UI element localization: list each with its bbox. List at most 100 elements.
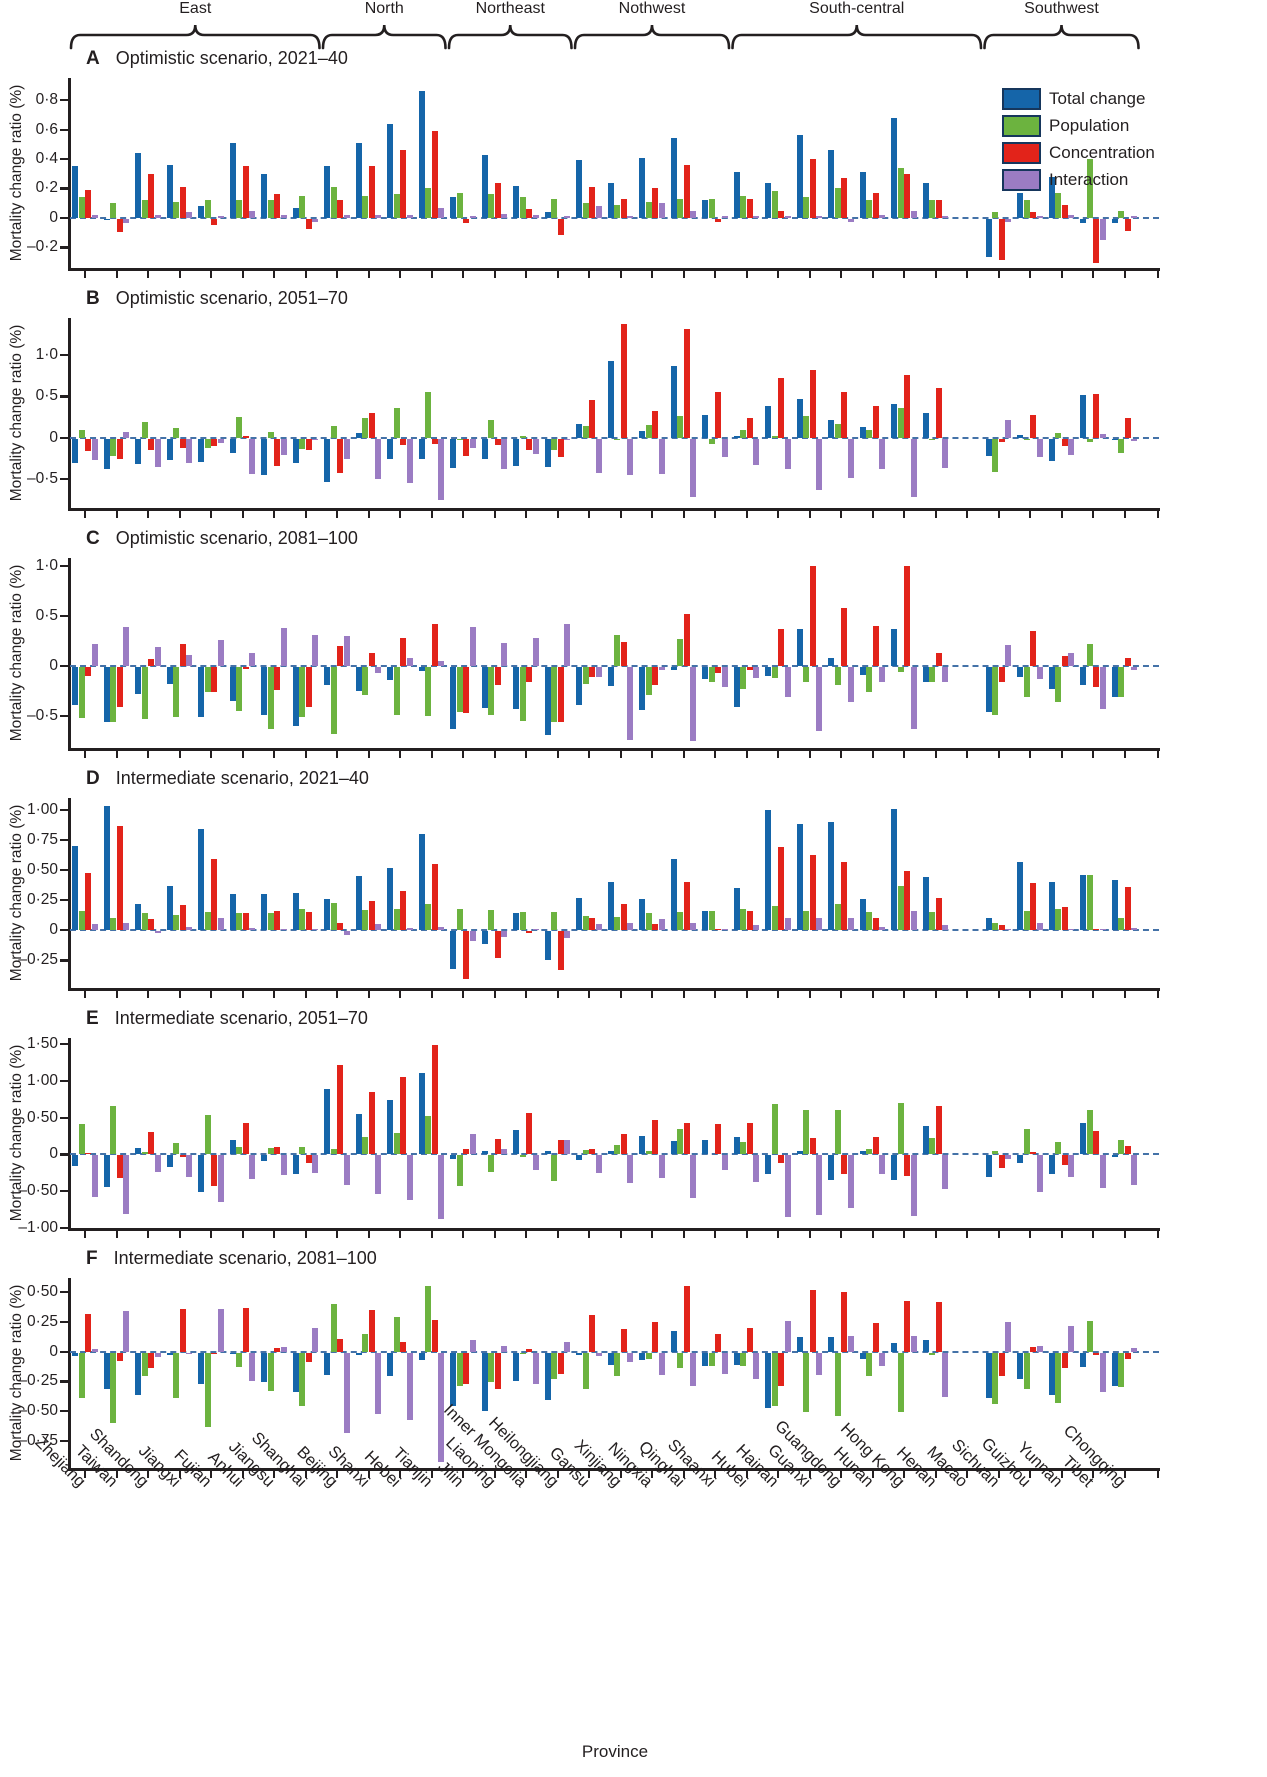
bar-concentration: [998, 1352, 1005, 1377]
bar-population: [330, 1149, 337, 1155]
bar-total-change: [72, 1352, 78, 1357]
bar-interaction: [658, 1155, 665, 1179]
bar-total-change: [765, 1352, 771, 1409]
bar-interaction: [217, 918, 224, 931]
bar-total-change: [135, 153, 141, 218]
x-tick: [462, 990, 464, 998]
bar-concentration: [1093, 1130, 1099, 1155]
x-tick: [493, 990, 496, 998]
bar-population: [1023, 911, 1030, 931]
bar-interaction: [501, 1345, 507, 1352]
legend-label: Population: [1049, 116, 1130, 135]
bar-concentration: [998, 667, 1005, 682]
x-tick: [147, 750, 149, 758]
bar-population: [236, 913, 242, 931]
bar-population: [488, 1155, 494, 1173]
bar-concentration: [368, 1310, 375, 1352]
bar-interaction: [438, 661, 444, 666]
x-tick: [1123, 1230, 1126, 1238]
bar-population: [1118, 667, 1124, 697]
x-tick: [1123, 270, 1126, 278]
bar-total-change: [324, 166, 330, 218]
y-tick-label: 1·50: [26, 1034, 58, 1052]
region-brackets: [69, 24, 1140, 50]
x-tick: [1060, 1470, 1063, 1478]
y-tick: [60, 1079, 68, 1082]
bar-total-change: [72, 667, 78, 705]
bar-interaction: [91, 924, 98, 931]
x-tick: [273, 1470, 275, 1478]
bar-interaction: [186, 926, 192, 931]
bar-concentration: [778, 378, 784, 438]
x-tick: [178, 750, 181, 758]
bar-total-change: [576, 667, 582, 705]
bar-concentration: [809, 566, 816, 666]
x-tick: [1029, 1470, 1031, 1478]
y-tick-label: 0·5: [35, 387, 58, 405]
bar-concentration: [1093, 928, 1099, 931]
bar-interaction: [312, 1155, 318, 1174]
x-tick: [651, 1230, 653, 1238]
x-tick: [997, 1230, 1000, 1238]
bar-total-change: [324, 667, 330, 685]
bar-population: [173, 914, 179, 931]
bar-interaction: [1005, 645, 1011, 666]
legend-swatch-interaction: [1002, 169, 1041, 191]
bar-interaction: [532, 438, 539, 455]
x-tick: [1123, 510, 1126, 518]
x-tick: [556, 270, 559, 278]
bar-population: [645, 667, 652, 695]
y-tick-label: –0·25: [18, 1372, 58, 1390]
bar-population: [236, 200, 242, 218]
bar-total-change: [135, 1352, 141, 1396]
y-axis-line: [68, 558, 71, 751]
bar-interaction: [1005, 420, 1011, 438]
bar-total-change: [387, 667, 393, 680]
bar-total-change: [922, 182, 929, 218]
bar-population: [204, 1352, 211, 1428]
x-tick: [210, 1230, 212, 1238]
bar-total-change: [166, 1155, 173, 1168]
x-tick: [588, 510, 590, 518]
bar-interaction: [469, 627, 476, 666]
x-tick: [178, 1470, 181, 1478]
bar-total-change: [166, 667, 173, 684]
x-tick: [777, 750, 779, 758]
bar-population: [204, 438, 211, 448]
bar-interaction: [438, 438, 444, 500]
bar-interaction: [784, 216, 791, 218]
bar-total-change: [796, 824, 803, 931]
bar-population: [803, 416, 809, 438]
bar-total-change: [450, 667, 456, 729]
x-tick: [525, 270, 527, 278]
region-label: South-central: [809, 0, 905, 17]
bar-concentration: [242, 166, 249, 218]
bar-interaction: [690, 1155, 696, 1199]
x-tick: [840, 1470, 842, 1478]
x-tick: [462, 270, 464, 278]
bar-concentration: [620, 1329, 627, 1352]
region-bracket: [321, 24, 447, 50]
bar-concentration: [1061, 438, 1068, 447]
x-tick: [1092, 1230, 1094, 1238]
x-tick: [1123, 750, 1126, 758]
bar-population: [582, 203, 589, 218]
x-tick: [273, 990, 275, 998]
y-tick-label: –0·5: [26, 470, 58, 488]
bar-population: [929, 667, 935, 682]
bar-population: [1023, 1128, 1030, 1155]
bar-total-change: [198, 1155, 204, 1193]
x-tick: [682, 270, 685, 278]
bar-interaction: [1036, 438, 1043, 457]
x-tick: [462, 510, 464, 518]
x-tick: [871, 1470, 874, 1478]
bar-interaction: [1005, 1155, 1011, 1160]
bar-concentration: [1093, 1352, 1099, 1355]
x-tick: [997, 270, 1000, 278]
bar-total-change: [1111, 1155, 1118, 1157]
x-tick: [966, 1470, 968, 1478]
bar-concentration: [116, 667, 123, 707]
bar-interaction: [375, 667, 381, 673]
bar-concentration: [337, 646, 343, 666]
bar-concentration: [715, 667, 721, 673]
